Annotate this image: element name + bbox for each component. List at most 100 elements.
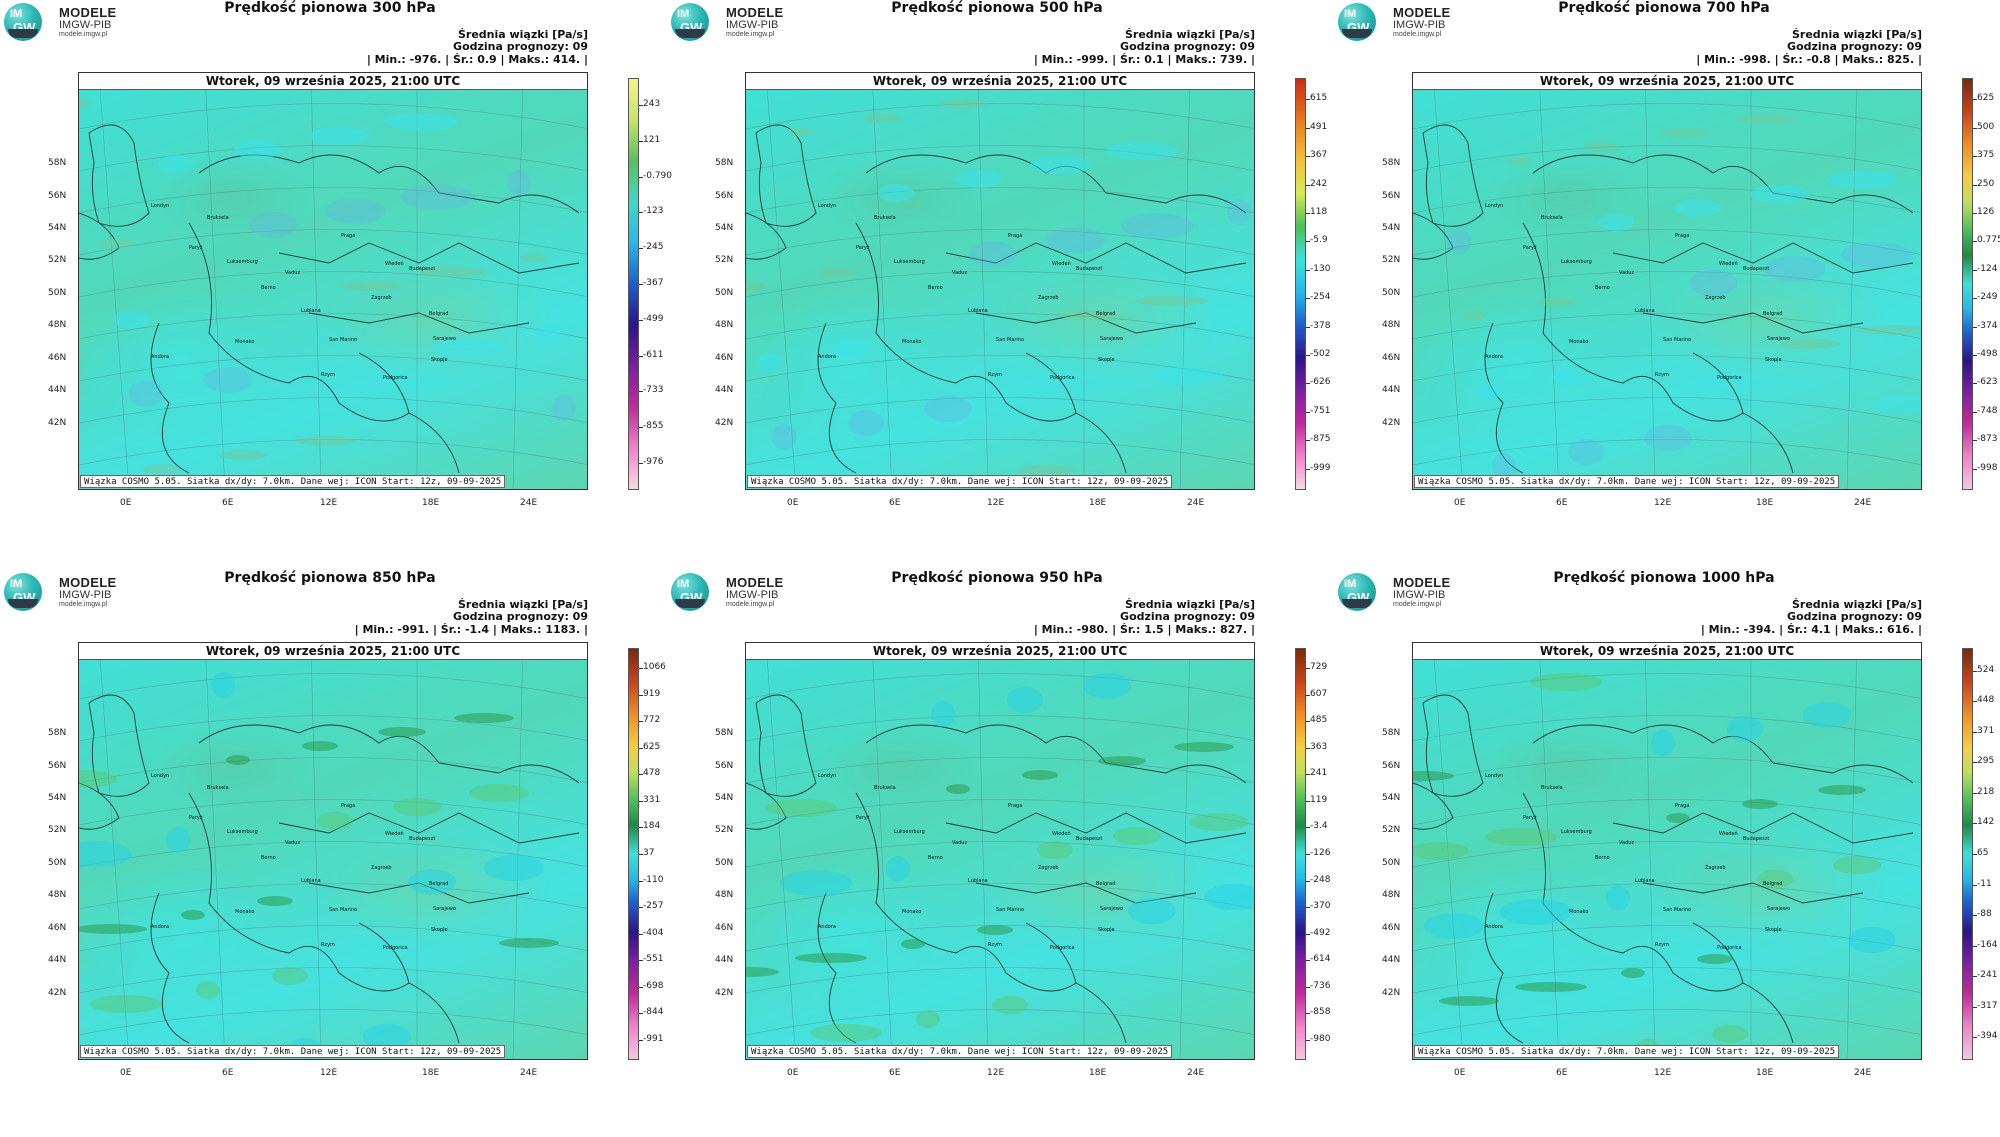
- scale-tick: [1973, 468, 1977, 470]
- scale-tick: [1306, 827, 1310, 829]
- scale-tick: [1973, 99, 1977, 101]
- border-line: [855, 222, 1077, 422]
- scale-value: 126: [1977, 206, 1995, 217]
- imgw-logo: IM GW MODELE IMGW-PIB modele.imgw.pl: [4, 2, 124, 44]
- city-label: Bruksela: [1541, 215, 1563, 221]
- longitude-label: 24E: [1187, 498, 1205, 508]
- latitude-label: 58N: [715, 158, 734, 168]
- forecast-panel: IM GW MODELE IMGW-PIB modele.imgw.pl Prędkość…: [1334, 570, 1999, 1135]
- badge-text-top: IM: [1344, 578, 1357, 590]
- field-patch: [1651, 730, 1675, 756]
- stats-line: | Min.: -998. | Śr.: -0.8 | Maks.: 825. …: [1696, 53, 1922, 66]
- latitude-line: [746, 187, 1254, 214]
- city-label: Bruksela: [874, 215, 896, 221]
- field-patch: [1666, 813, 1690, 823]
- city-label: Belgrad: [1763, 881, 1783, 887]
- latitude-line: [79, 883, 587, 910]
- latitude-line: [1413, 145, 1921, 172]
- forecast-hour: Godzina prognozy: 09: [1787, 40, 1922, 53]
- badge-text-top: IM: [10, 8, 23, 20]
- border-line: [865, 724, 1247, 784]
- field-patch: [1712, 1025, 1748, 1043]
- latitude-line: [79, 799, 587, 826]
- scale-value: 607: [1310, 688, 1328, 699]
- vertical-velocity-map: Londyn Bruksela Paryż Luksemburg Praga Wiedeń…: [78, 72, 588, 490]
- longitude-line: [204, 73, 226, 489]
- city-label: Berno: [1595, 285, 1610, 291]
- color-scale: [1295, 78, 1306, 490]
- latitude-line: [79, 841, 587, 868]
- field-patch: [939, 99, 987, 109]
- badge-text-top: IM: [677, 578, 690, 590]
- longitude-label: 12E: [1654, 1068, 1672, 1078]
- model-info: Wiązka COSMO 5.05. Siatka dx/dy: 7.0km. …: [1414, 1045, 1840, 1058]
- longitude-line: [204, 643, 226, 1059]
- latitude-label: 50N: [48, 288, 67, 298]
- field-patch: [196, 981, 220, 999]
- border-line: [975, 312, 1197, 334]
- stats-line: | Min.: -394. | Śr.: 4.1 | Maks.: 616. |: [1700, 623, 1922, 636]
- scale-tick: [1306, 960, 1310, 962]
- scale-value: 448: [1977, 695, 1995, 706]
- field-patch: [378, 727, 426, 737]
- imgw-badge-icon: IM GW: [1338, 3, 1376, 41]
- border-line: [746, 782, 787, 830]
- scale-tick: [639, 800, 643, 802]
- field-patch: [249, 212, 297, 238]
- city-label: Luksemburg: [227, 259, 258, 265]
- city-label: Paryż: [189, 245, 203, 251]
- field-patch: [1015, 465, 1075, 475]
- border-line: [1612, 812, 1914, 844]
- field-patch: [211, 672, 235, 698]
- city-label: Londyn: [151, 203, 170, 209]
- field-patch: [1765, 256, 1825, 282]
- latitude-label: 48N: [715, 320, 734, 330]
- latitude-line: [746, 103, 1254, 130]
- scale-tick: [1973, 411, 1977, 413]
- longitude-label: 24E: [1854, 498, 1872, 508]
- border-line: [855, 792, 1077, 992]
- city-label: Vaduz: [1619, 840, 1635, 846]
- longitude-line: [1432, 73, 1464, 489]
- city-label: Andora: [818, 924, 836, 930]
- latitude-label: 46N: [48, 923, 67, 933]
- latitude-label: 50N: [715, 858, 734, 868]
- latitude-label: 58N: [1382, 728, 1401, 738]
- field-patch: [143, 464, 179, 474]
- city-label: Lublana: [1635, 878, 1655, 884]
- city-label: Zagrzeb: [371, 865, 392, 871]
- city-label: Praga: [341, 803, 356, 809]
- logo-url: modele.imgw.pl: [59, 31, 108, 38]
- scale-value: -88: [1977, 909, 1992, 920]
- forecast-panel: IM GW MODELE IMGW-PIB modele.imgw.pl Prędkość…: [667, 0, 1332, 565]
- latitude-line: [746, 715, 1254, 742]
- city-label: Luksemburg: [1561, 259, 1592, 265]
- vertical-velocity-map: Londyn Bruksela Paryż Luksemburg Praga Wiedeń…: [1412, 72, 1922, 490]
- scale-tick: [1306, 468, 1310, 470]
- border-line: [308, 312, 530, 334]
- city-label: Luksemburg: [1561, 829, 1592, 835]
- scale-tick: [1973, 355, 1977, 357]
- latitude-line: [79, 187, 587, 214]
- field-patch: [818, 268, 854, 278]
- latitude-label: 44N: [1382, 385, 1401, 395]
- field-patch: [1803, 702, 1851, 728]
- field-patch: [757, 353, 781, 371]
- field-patch: [522, 253, 546, 263]
- field-patch: [79, 841, 132, 867]
- color-scale: [628, 648, 639, 1060]
- field-patch: [1189, 813, 1249, 831]
- scale-value: -698: [643, 980, 664, 991]
- field-patch: [226, 755, 250, 765]
- field-patch: [916, 1010, 940, 1028]
- border-line: [1522, 222, 1744, 422]
- forecast-hour: Godzina prognozy: 09: [453, 40, 588, 53]
- longitude-line: [765, 73, 797, 489]
- latitude-line: [1413, 967, 1921, 994]
- scale-value: 772: [643, 715, 661, 726]
- scale-tick: [1973, 823, 1977, 825]
- model-info: Wiązka COSMO 5.05. Siatka dx/dy: 7.0km. …: [1414, 475, 1840, 488]
- city-label: Praga: [1675, 803, 1690, 809]
- latitude-label: 52N: [1382, 825, 1401, 835]
- city-label: Wiedeń: [385, 261, 404, 267]
